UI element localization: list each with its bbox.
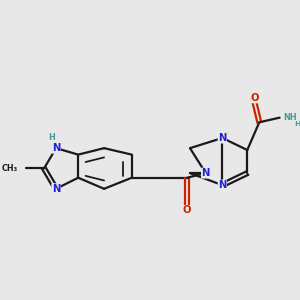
Text: H: H [294, 121, 300, 127]
Text: O: O [251, 93, 260, 103]
Text: O: O [183, 206, 191, 215]
Text: N: N [52, 184, 60, 194]
Text: NH: NH [283, 113, 297, 122]
Text: N: N [218, 133, 226, 143]
Text: N: N [218, 180, 226, 190]
Text: H: H [49, 134, 55, 142]
Text: N: N [52, 143, 60, 153]
Text: CH₃: CH₃ [2, 164, 18, 173]
Text: N: N [202, 168, 210, 178]
